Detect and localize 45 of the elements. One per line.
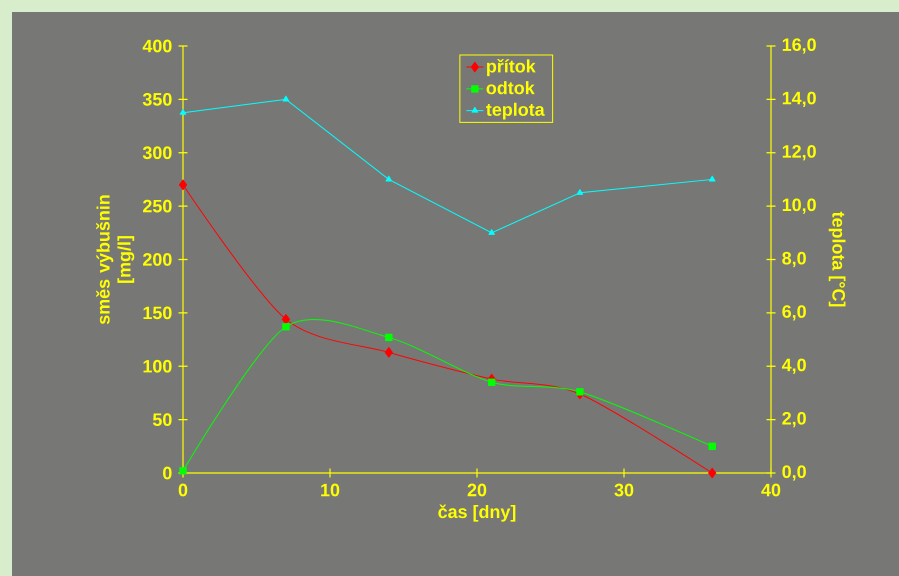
x-tick-label: 20 — [468, 484, 486, 496]
point — [488, 229, 495, 235]
x-tick-label: 40 — [761, 484, 780, 496]
point — [708, 468, 716, 478]
point — [282, 323, 290, 330]
point — [178, 179, 188, 190]
point — [576, 189, 584, 195]
point — [708, 176, 716, 182]
point — [282, 314, 290, 325]
y-tick-label: 50 — [152, 413, 172, 426]
y2-tick-label: 12,0 — [782, 145, 816, 160]
point — [384, 347, 393, 358]
point — [385, 334, 392, 342]
y-tick-label: 0 — [163, 466, 172, 480]
y-tick-label: 250 — [143, 200, 172, 212]
y2-tick-label: 2,0 — [782, 412, 806, 428]
x-axis-title: čas [dny] — [438, 504, 516, 522]
y2-tick-label: 16,0 — [782, 38, 816, 54]
point — [488, 378, 496, 386]
y2-tick-label: 10,0 — [782, 198, 816, 214]
x-tick-label: 30 — [614, 484, 634, 496]
x-tick-label: 0 — [178, 484, 188, 496]
y-tick-label: 200 — [143, 253, 172, 266]
legend-label: odtok — [486, 81, 535, 94]
point — [576, 388, 584, 396]
point — [180, 109, 186, 115]
y-tick-label: 400 — [142, 40, 172, 52]
x-tick-label: 10 — [321, 484, 340, 496]
y2-tick-label: 0,0 — [782, 465, 806, 481]
y-tick-label: 100 — [144, 360, 172, 373]
point — [708, 442, 716, 450]
y-axis-title: směs výbušnin [mg/l] — [96, 195, 134, 324]
y2-tick-label: 14,0 — [782, 92, 816, 108]
point — [386, 176, 392, 182]
point — [179, 467, 187, 475]
legend-label: teplota — [486, 102, 545, 120]
legend-label: přítok — [487, 59, 536, 76]
y2-tick-label: 8,0 — [782, 252, 806, 268]
y2-axis-title: teplota [°C] — [828, 212, 846, 306]
point — [282, 96, 290, 102]
y-tick-label: 150 — [144, 306, 172, 320]
y2-tick-label: 4,0 — [782, 358, 806, 374]
y-tick-label: 350 — [142, 93, 172, 106]
y2-tick-label: 6,0 — [782, 305, 806, 321]
y-tick-label: 300 — [142, 146, 172, 160]
